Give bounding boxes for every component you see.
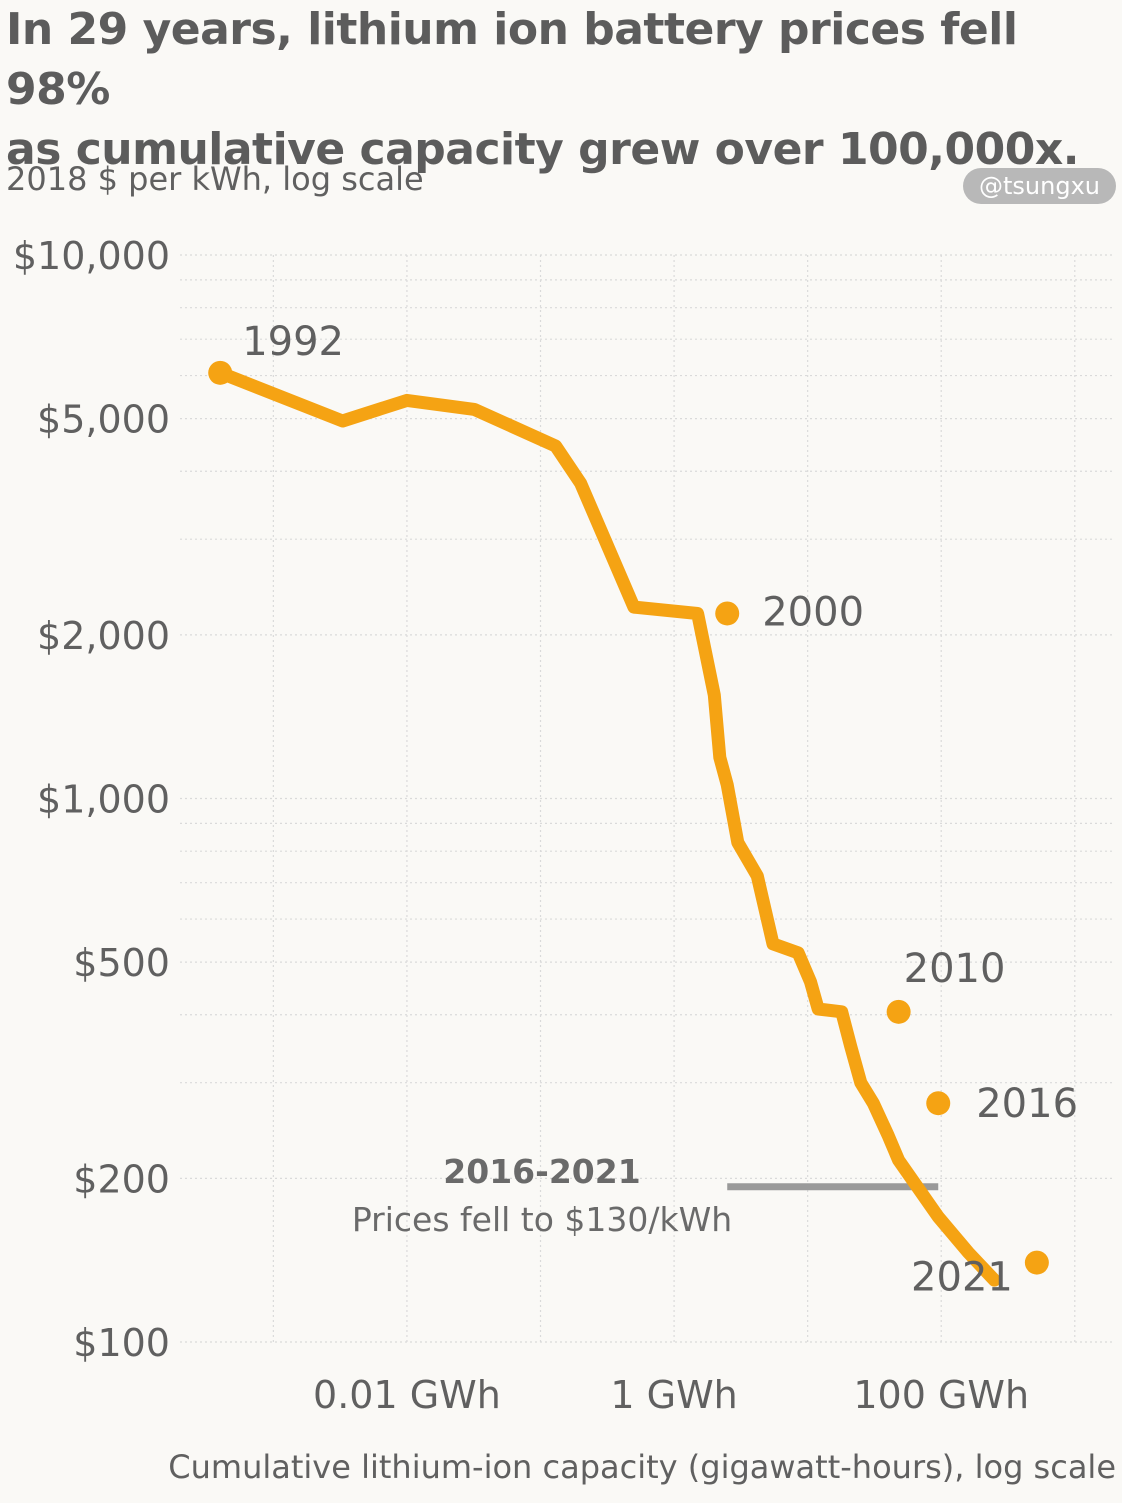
price-line bbox=[213, 366, 1001, 1287]
annotation-text: Prices fell to $130/kWh bbox=[352, 1200, 732, 1239]
annotation-title: 2016-2021 bbox=[443, 1152, 640, 1191]
year-marker-2016 bbox=[926, 1091, 951, 1116]
chart-title: In 29 years, lithium ion battery prices … bbox=[6, 0, 1116, 180]
chart-plot: $10,000 $5,000 $2,000 $1,000 $500 $200 $100 0.0… bbox=[13, 234, 1115, 1417]
year-label-2000: 2000 bbox=[762, 589, 864, 635]
x-tick-label: 0.01 GWh bbox=[313, 1373, 501, 1417]
year-label-2021: 2021 bbox=[911, 1255, 1013, 1301]
chart-title-line-2: as cumulative capacity grew over 100,000… bbox=[6, 124, 1079, 175]
y-tick-label: $1,000 bbox=[37, 778, 170, 822]
y-axis-unit-label: 2018 $ per kWh, log scale bbox=[6, 160, 424, 198]
author-handle-badge: @tsungxu bbox=[963, 168, 1116, 204]
y-tick-label: $5,000 bbox=[37, 398, 170, 442]
chart-title-line-1: In 29 years, lithium ion battery prices … bbox=[6, 4, 1018, 115]
year-label-2010: 2010 bbox=[904, 946, 1006, 992]
year-marker-1992 bbox=[208, 360, 233, 385]
y-tick-label: $200 bbox=[73, 1157, 170, 1201]
x-tick-label: 100 GWh bbox=[853, 1373, 1029, 1417]
y-tick-label: $100 bbox=[73, 1321, 170, 1365]
y-tick-label: $10,000 bbox=[13, 234, 170, 278]
year-marker-2010 bbox=[886, 999, 911, 1024]
y-tick-label: $2,000 bbox=[37, 614, 170, 658]
year-marker-2021 bbox=[1024, 1250, 1049, 1275]
x-tick-label: 1 GWh bbox=[610, 1373, 737, 1417]
year-marker-2000 bbox=[715, 601, 740, 626]
y-tick-label: $500 bbox=[73, 941, 170, 985]
x-axis-label: Cumulative lithium-ion capacity (gigawat… bbox=[168, 1448, 1116, 1486]
year-label-1992: 1992 bbox=[242, 319, 344, 365]
year-label-2016: 2016 bbox=[976, 1081, 1078, 1127]
